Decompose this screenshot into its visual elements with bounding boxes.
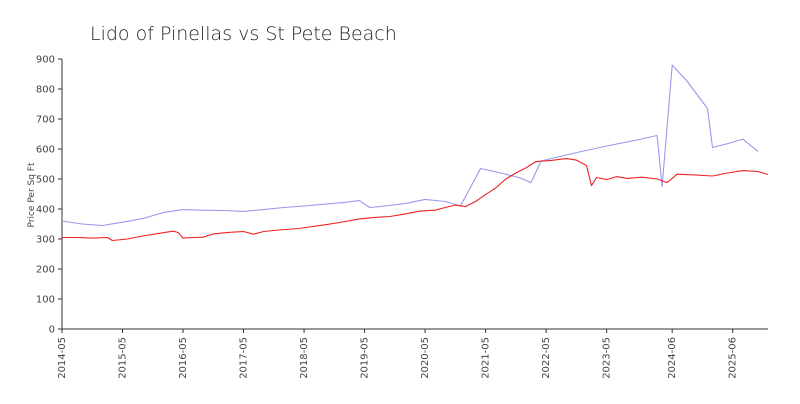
x-tick-label: 2025-06 — [728, 337, 739, 379]
x-tick-label: 2019-05 — [360, 337, 371, 379]
x-tick-label: 2015-05 — [118, 337, 129, 379]
x-tick-label: 2023-05 — [602, 337, 613, 379]
y-tick-label: 600 — [36, 145, 55, 156]
x-tick-label: 2014-05 — [57, 337, 68, 379]
plot-area — [61, 64, 769, 242]
y-tick-label: 900 — [36, 55, 55, 66]
x-tick-label: 2016-05 — [178, 337, 189, 379]
x-tick-label: 2021-05 — [481, 337, 492, 379]
y-tick-label: 100 — [36, 295, 55, 306]
x-tick-label: 2020-05 — [420, 337, 431, 379]
y-axis-label: Price Per Sq Ft — [27, 162, 37, 227]
series-line-1 — [61, 64, 759, 227]
y-tick-label: 200 — [36, 265, 55, 276]
y-tick-label: 300 — [36, 235, 55, 246]
x-tick-label: 2017-05 — [239, 337, 250, 379]
x-tick-label: 2018-05 — [299, 337, 310, 379]
x-tick-label: 2024-06 — [667, 337, 678, 379]
series-line-2 — [62, 158, 769, 242]
x-tick-label: 2022-05 — [541, 337, 552, 379]
y-tick-label: 400 — [36, 205, 55, 216]
axes: 0 100 200 300 400 500 600 700 800 900 2014-05 2015-… — [36, 55, 768, 379]
chart-title: Lido of Pinellas vs St Pete Beach — [90, 23, 397, 45]
y-tick-label: 700 — [36, 115, 55, 126]
y-tick-label: 800 — [36, 85, 55, 96]
y-tick-label: 0 — [49, 325, 55, 336]
y-tick-label: 500 — [36, 175, 55, 186]
